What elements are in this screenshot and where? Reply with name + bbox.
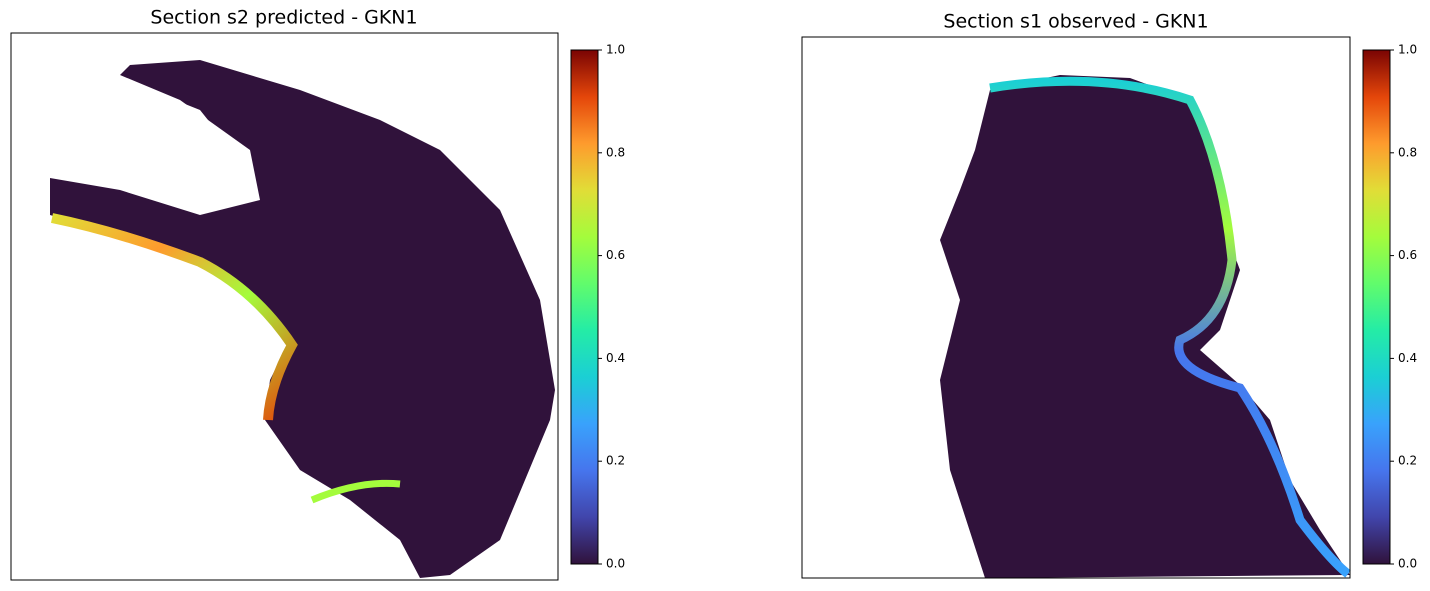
- colorbar-tick-label: 0.6: [606, 248, 625, 262]
- colorbar: [1362, 49, 1391, 565]
- colorbar-tick-label: 1.0: [606, 43, 625, 57]
- chart-title: Section s1 observed - GKN1: [943, 11, 1208, 33]
- chart-title: Section s2 predicted - GKN1: [150, 7, 417, 29]
- colorbar-tick-label: 1.0: [1398, 43, 1417, 57]
- tissue-image: [940, 75, 1351, 578]
- colorbar-tick-label: 0.2: [1398, 454, 1417, 468]
- axes-frame: [801, 36, 1351, 579]
- colorbar: [570, 49, 599, 565]
- colorbar-tick-label: 0.0: [606, 557, 625, 571]
- colorbar-tick-label: 0.8: [1398, 145, 1417, 159]
- colorbar-tick-label: 0.0: [1398, 557, 1417, 571]
- axes-frame: [10, 32, 559, 581]
- colorbar-tick-label: 0.2: [606, 454, 625, 468]
- colorbar-tick-label: 0.4: [606, 351, 625, 365]
- colorbar-tick-label: 0.8: [606, 145, 625, 159]
- colorbar-tick-label: 0.4: [1398, 351, 1417, 365]
- colorbar-tick-label: 0.6: [1398, 248, 1417, 262]
- tissue-image: [50, 60, 555, 578]
